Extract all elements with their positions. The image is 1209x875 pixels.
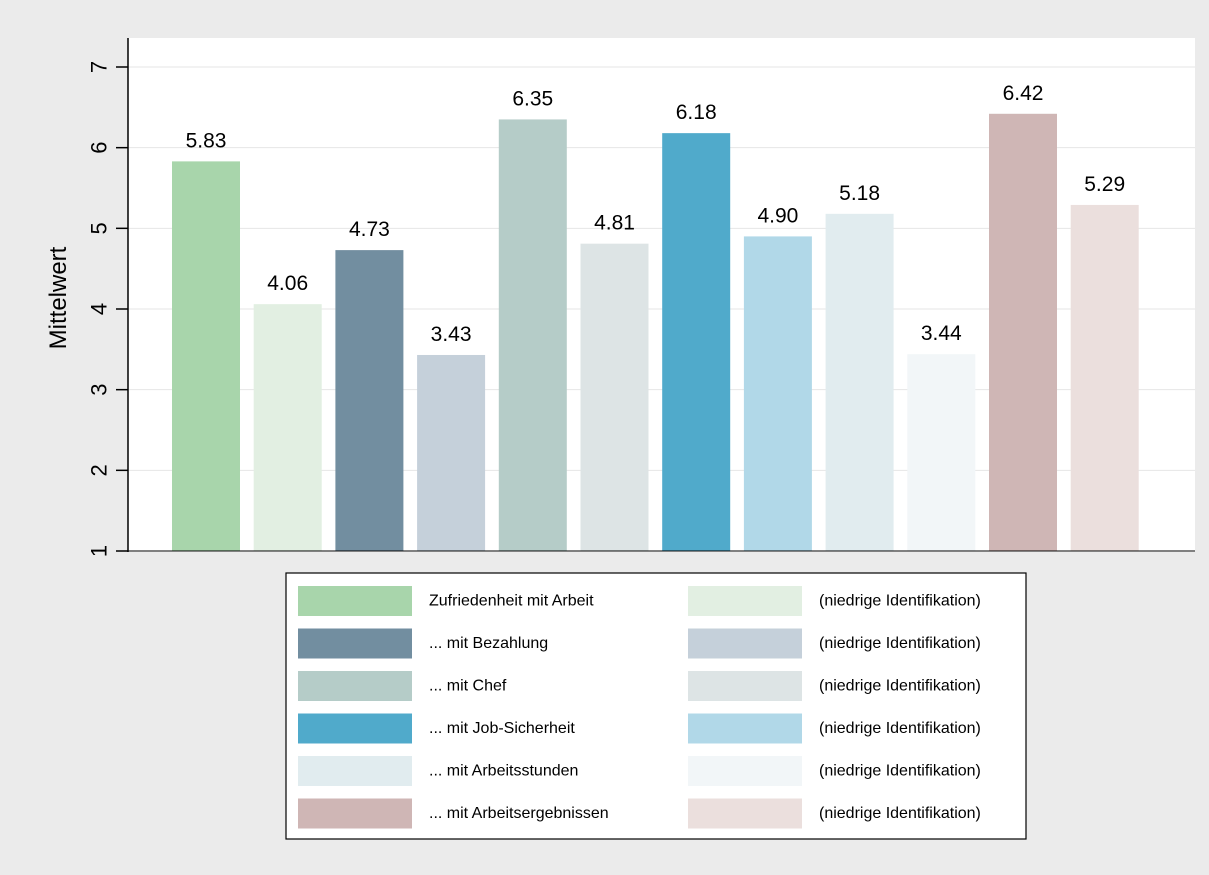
bar-value-label: 3.44 — [921, 322, 962, 345]
legend-swatch — [688, 756, 802, 786]
bar — [172, 161, 240, 551]
bar — [417, 354, 486, 551]
y-axis-label: Mittelwert — [45, 246, 72, 349]
bar-value-label: 4.73 — [349, 218, 390, 241]
bar-value-label: 3.43 — [431, 323, 472, 346]
legend-label: (niedrige Identifikation) — [819, 593, 981, 610]
y-tick-label: 5 — [87, 222, 112, 234]
legend-label: ... mit Chef — [429, 678, 507, 695]
legend-label: ... mit Bezahlung — [429, 635, 548, 652]
bar-value-label: 4.90 — [757, 204, 798, 227]
legend-swatch — [298, 713, 412, 744]
legend-label: (niedrige Identifikation) — [819, 805, 981, 822]
legend: Zufriedenheit mit Arbeit (niedrige Identi… — [285, 572, 1027, 840]
bar — [1070, 204, 1139, 551]
y-tick-label: 3 — [87, 384, 112, 396]
bars — [172, 113, 1139, 551]
bar — [335, 250, 404, 551]
bar-value-label: 6.42 — [1003, 82, 1044, 105]
y-tick-label: 6 — [87, 142, 112, 154]
bar — [743, 236, 812, 551]
legend-box — [285, 572, 1027, 840]
legend-label: (niedrige Identifikation) — [819, 635, 981, 652]
legend-swatch — [298, 586, 412, 616]
bar — [580, 243, 649, 551]
bar — [662, 133, 731, 551]
legend-swatch — [688, 671, 802, 701]
bar-value-label: 6.35 — [512, 87, 553, 110]
legend-swatch — [688, 628, 802, 659]
legend-swatch — [688, 586, 802, 616]
legend-swatch — [298, 628, 412, 659]
bar-value-label: 5.29 — [1084, 173, 1125, 196]
bar-labels: 5.83 4.06 4.73 3.43 6.35 4.81 6.18 4.90 5.18 3.44… — [186, 82, 1126, 346]
legend-swatch — [298, 798, 412, 829]
y-tick-label: 1 — [87, 545, 112, 557]
bar — [907, 354, 976, 551]
legend-swatch — [298, 756, 412, 786]
y-tick-label: 7 — [87, 61, 112, 73]
legend-label: (niedrige Identifikation) — [819, 763, 981, 780]
bar — [253, 304, 322, 551]
legend-label: ... mit Arbeitsergebnissen — [429, 805, 609, 822]
bar — [498, 119, 567, 551]
bar-value-label: 4.06 — [267, 272, 308, 295]
bar-value-label: 5.83 — [186, 129, 227, 152]
y-tick-label: 4 — [87, 303, 112, 315]
legend-label: (niedrige Identifikation) — [819, 720, 981, 737]
legend-label: (niedrige Identifikation) — [819, 678, 981, 695]
bar-value-label: 4.81 — [594, 212, 635, 235]
legend-swatch — [298, 671, 412, 701]
bar — [989, 113, 1057, 551]
legend-swatch — [688, 713, 802, 744]
legend-label: ... mit Job-Sicherheit — [429, 720, 575, 737]
bar — [825, 213, 894, 551]
bar-value-label: 5.18 — [839, 182, 880, 205]
y-tick-label: 2 — [87, 464, 112, 476]
legend-swatch — [688, 798, 802, 829]
y-axis: 1 2 3 4 5 6 7 — [87, 38, 1195, 557]
bar-value-label: 6.18 — [676, 101, 717, 124]
legend-label: ... mit Arbeitsstunden — [429, 763, 578, 780]
legend-label: Zufriedenheit mit Arbeit — [429, 593, 594, 610]
